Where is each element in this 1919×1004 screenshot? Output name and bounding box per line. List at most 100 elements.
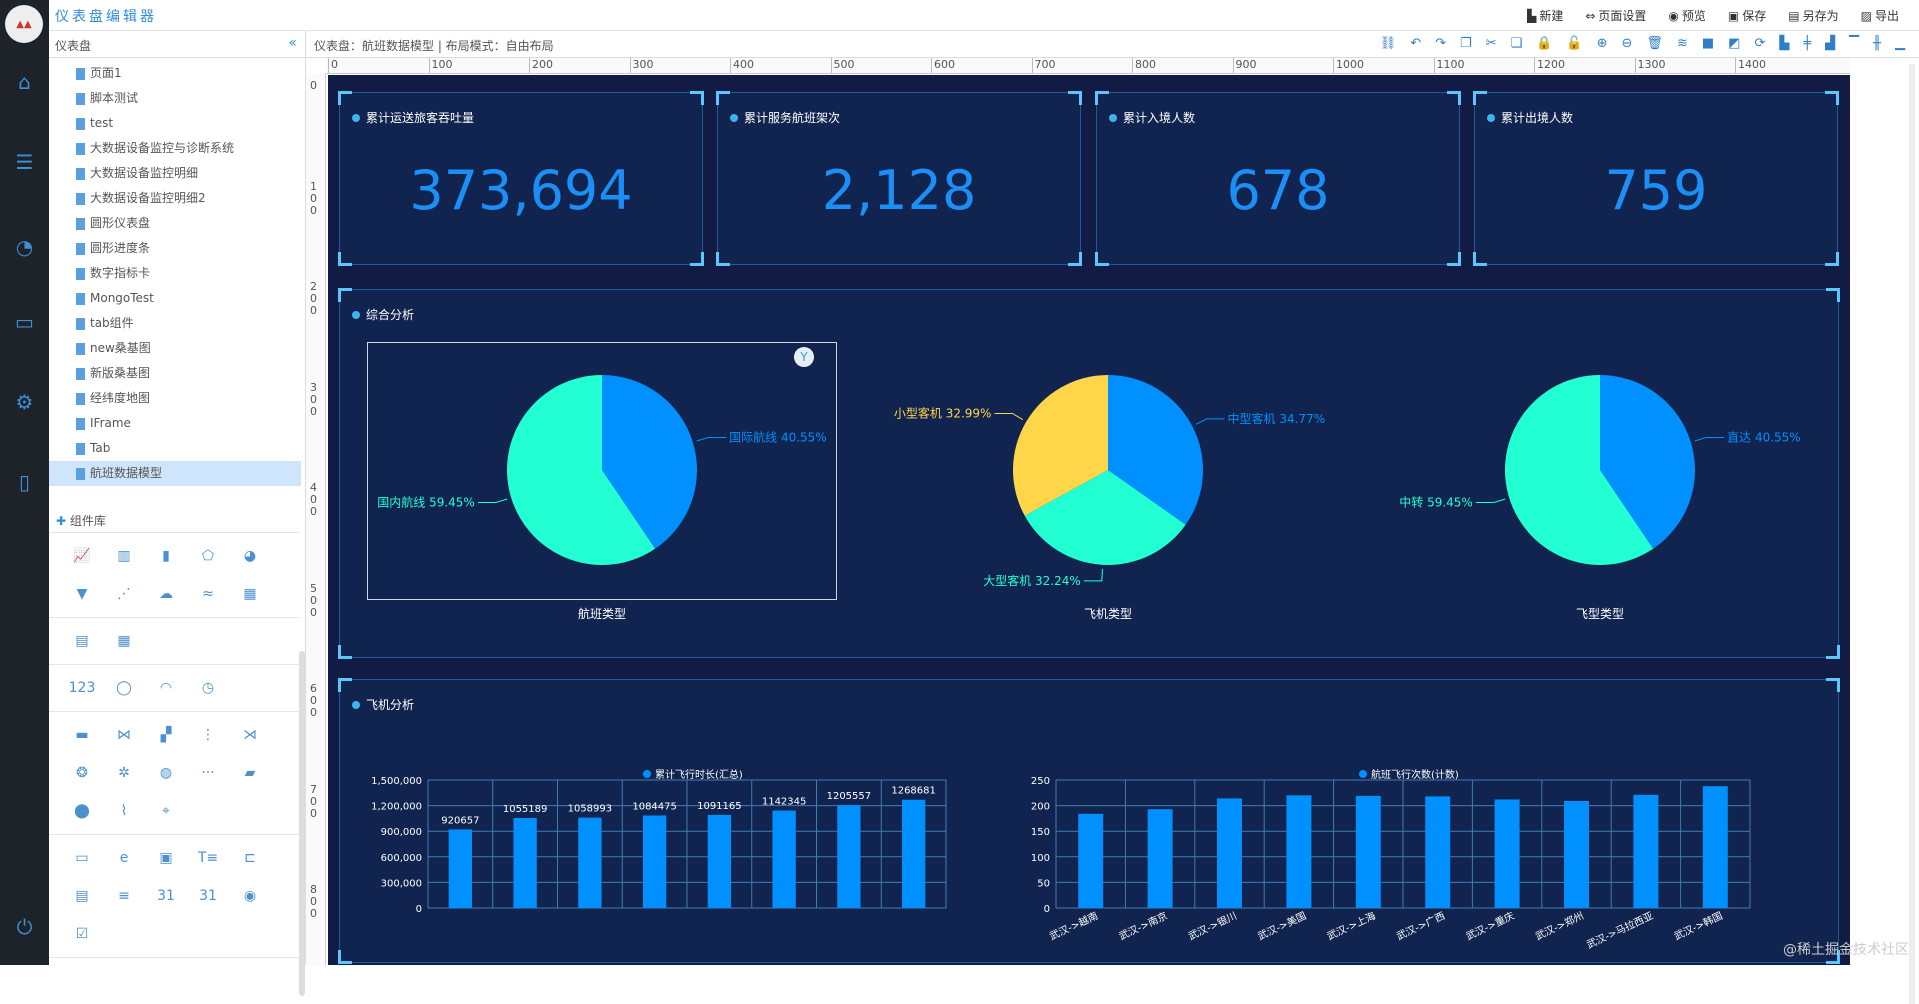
tree-item[interactable]: 页面1 bbox=[49, 61, 301, 86]
header-action-5[interactable]: ▨ 导出 bbox=[1861, 7, 1899, 24]
component-icon[interactable]: ▦ bbox=[117, 633, 131, 649]
bar[interactable] bbox=[642, 815, 667, 908]
component-icon[interactable]: ◉ bbox=[243, 888, 257, 904]
kpi-card[interactable]: 累计运送旅客吞吐量 373,694 bbox=[338, 91, 704, 266]
component-icon[interactable]: ❂ bbox=[76, 765, 88, 781]
component-icon[interactable]: ☑ bbox=[75, 926, 89, 942]
component-icon[interactable]: ▭ bbox=[75, 850, 89, 866]
tree-item[interactable]: 大数据设备监控明细 bbox=[49, 161, 301, 186]
component-icon[interactable]: ▼ bbox=[76, 586, 88, 602]
tree-item[interactable]: test bbox=[49, 111, 301, 136]
pie-slice[interactable] bbox=[1505, 375, 1654, 565]
bar[interactable] bbox=[578, 817, 602, 908]
component-icon[interactable]: ▣ bbox=[159, 850, 173, 866]
header-action-0[interactable]: ▙ 新建 bbox=[1527, 7, 1563, 24]
undo-icon[interactable]: ↶ bbox=[1410, 36, 1422, 51]
legend-label[interactable]: 累计飞行时长(汇总) bbox=[655, 768, 743, 781]
collapse-icon[interactable]: « bbox=[288, 35, 297, 51]
canvas-scrollbar[interactable] bbox=[1850, 58, 1919, 1004]
tree-item[interactable]: 圆形仪表盘 bbox=[49, 211, 301, 236]
tree-item[interactable]: 航班数据模型 bbox=[49, 461, 301, 486]
align-right-icon[interactable]: ▟ bbox=[1825, 36, 1836, 51]
bar[interactable] bbox=[901, 799, 926, 908]
kpi-card[interactable]: 累计入境人数 678 bbox=[1095, 91, 1461, 266]
tree-item[interactable]: Tab bbox=[49, 436, 301, 461]
layers-icon[interactable]: ≋ bbox=[1676, 36, 1688, 51]
delete-icon[interactable]: 🗑 bbox=[1646, 36, 1663, 51]
selected-widget-frame[interactable]: Y bbox=[367, 342, 837, 600]
zoom-out-icon[interactable]: ⊖ bbox=[1621, 36, 1633, 51]
component-icon[interactable]: ▮ bbox=[162, 548, 170, 564]
component-icon[interactable]: ◯ bbox=[116, 680, 132, 696]
reorder-icon[interactable]: ⟳ bbox=[1754, 36, 1766, 51]
tree-item[interactable]: 大数据设备监控明细2 bbox=[49, 186, 301, 211]
component-icon[interactable]: ⌇ bbox=[120, 803, 128, 819]
bar[interactable] bbox=[772, 810, 796, 908]
component-icon[interactable]: ⋮ bbox=[201, 727, 215, 743]
component-icon[interactable]: ··· bbox=[201, 765, 215, 781]
pdf-icon[interactable]: ▯ bbox=[18, 470, 30, 494]
tree-item[interactable]: 大数据设备监控与诊断系统 bbox=[49, 136, 301, 161]
bring-front-icon[interactable]: ■ bbox=[1701, 36, 1715, 51]
align-middle-icon[interactable]: ╫ bbox=[1873, 36, 1881, 51]
link-icon[interactable]: ⛓ bbox=[1379, 36, 1397, 51]
app-logo[interactable]: ▲▲ bbox=[5, 5, 43, 43]
header-action-3[interactable]: ▣ 保存 bbox=[1728, 7, 1766, 24]
copy-icon[interactable]: ❐ bbox=[1460, 36, 1472, 51]
tree-item[interactable]: 经纬度地图 bbox=[49, 386, 301, 411]
component-icon[interactable]: ≡ bbox=[118, 888, 130, 904]
bar[interactable] bbox=[1147, 809, 1173, 908]
cut-icon[interactable]: ✂ bbox=[1485, 36, 1497, 51]
header-action-2[interactable]: ◉ 预览 bbox=[1668, 7, 1706, 24]
component-icon[interactable]: ⬠ bbox=[201, 548, 215, 564]
component-icon[interactable]: ✲ bbox=[118, 765, 130, 781]
header-action-4[interactable]: ▤ 另存为 bbox=[1788, 7, 1838, 24]
component-icon[interactable]: ⊏ bbox=[244, 850, 256, 866]
component-icon[interactable]: ◍ bbox=[159, 765, 173, 781]
tree-item[interactable]: 新版桑基图 bbox=[49, 361, 301, 386]
bar[interactable] bbox=[448, 829, 473, 908]
filter-icon[interactable]: Y bbox=[794, 347, 814, 367]
tree-item[interactable]: new桑基图 bbox=[49, 336, 301, 361]
align-left-icon[interactable]: ▙ bbox=[1779, 36, 1790, 51]
component-icon[interactable]: ▦ bbox=[243, 586, 257, 602]
component-icon[interactable]: T≡ bbox=[197, 850, 219, 866]
align-center-icon[interactable]: ╪ bbox=[1803, 36, 1812, 51]
bar[interactable] bbox=[707, 814, 732, 908]
home-icon[interactable]: ⌂ bbox=[18, 70, 31, 94]
component-icon[interactable]: ▤ bbox=[75, 888, 89, 904]
bar[interactable] bbox=[837, 805, 861, 908]
component-icon[interactable]: ⬤ bbox=[74, 803, 90, 819]
bar[interactable] bbox=[1286, 795, 1312, 908]
legend-label[interactable]: 航班飞行次数(计数) bbox=[1371, 768, 1459, 781]
tree-item[interactable]: 脚本测试 bbox=[49, 86, 301, 111]
pie-slice[interactable] bbox=[1024, 470, 1186, 565]
tree-item[interactable]: 圆形进度条 bbox=[49, 236, 301, 261]
component-icon[interactable]: ⋊ bbox=[243, 727, 257, 743]
pie-slice[interactable] bbox=[1600, 375, 1695, 549]
bar[interactable] bbox=[1564, 800, 1589, 908]
component-icon[interactable]: ▥ bbox=[117, 548, 131, 564]
align-top-icon[interactable]: ▔ bbox=[1849, 36, 1860, 51]
power-icon[interactable]: ⏻ bbox=[16, 915, 33, 939]
component-icon[interactable]: 31 bbox=[157, 888, 175, 904]
component-icon[interactable]: 📈 bbox=[73, 548, 91, 564]
gears-icon[interactable]: ⚙ bbox=[15, 390, 34, 414]
component-icon[interactable]: ▤ bbox=[75, 633, 89, 649]
kpi-card[interactable]: 累计服务航班架次 2,128 bbox=[716, 91, 1082, 266]
component-icon[interactable]: ▬ bbox=[75, 727, 89, 743]
bar[interactable] bbox=[1355, 795, 1381, 908]
monitor-icon[interactable]: ▭ bbox=[15, 310, 34, 334]
redo-icon[interactable]: ↷ bbox=[1435, 36, 1447, 51]
component-icon[interactable]: ≈ bbox=[202, 586, 214, 602]
unlock-icon[interactable]: 🔓 bbox=[1566, 36, 1583, 51]
bar[interactable] bbox=[1633, 794, 1659, 908]
component-icon[interactable]: 31 bbox=[199, 888, 217, 904]
bar[interactable] bbox=[1217, 798, 1242, 908]
component-icon[interactable]: e bbox=[119, 850, 129, 866]
component-icon[interactable]: ⋰ bbox=[117, 586, 131, 602]
tree-item[interactable]: 数字指标卡 bbox=[49, 261, 301, 286]
pie-slice[interactable] bbox=[1012, 375, 1108, 516]
tree-item[interactable]: tab组件 bbox=[49, 311, 301, 336]
component-icon[interactable]: ⋈ bbox=[117, 727, 131, 743]
